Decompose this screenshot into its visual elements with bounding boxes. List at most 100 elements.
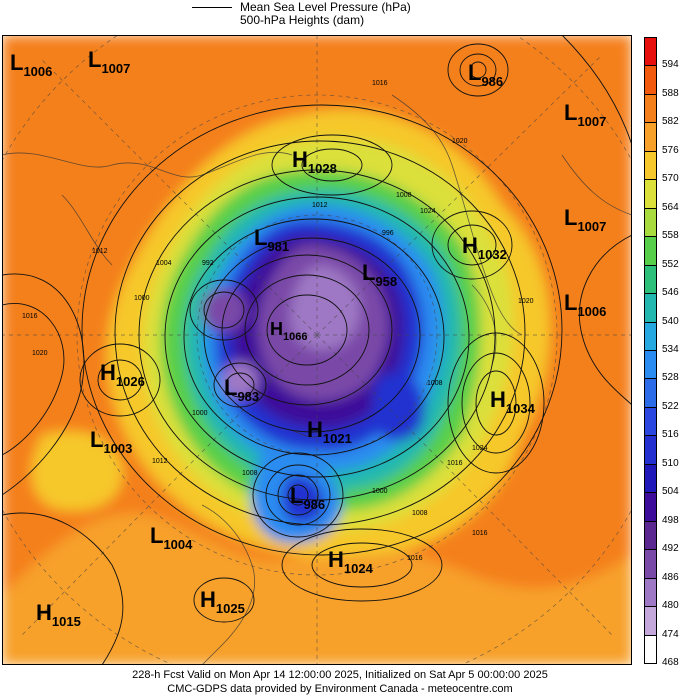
colorbar-swatch bbox=[644, 406, 657, 437]
pressure-center-low: L1004 bbox=[150, 523, 193, 552]
pressure-center-high: H1024 bbox=[328, 547, 374, 576]
colorbar-tick-label: 576 bbox=[662, 144, 679, 156]
isobar-label: 1020 bbox=[518, 298, 534, 305]
isobar-label: 1000 bbox=[192, 410, 208, 417]
colorbar-swatch bbox=[644, 122, 657, 152]
isobar-label: 1016 bbox=[22, 313, 38, 320]
isobar-label: 1012 bbox=[92, 248, 108, 255]
isobar-label: 1004 bbox=[156, 260, 172, 267]
isobar-label: 1012 bbox=[312, 202, 328, 209]
isobar-label: 1012 bbox=[152, 458, 168, 465]
isobar-label: 1008 bbox=[242, 470, 258, 477]
colorbar-swatch bbox=[644, 37, 657, 67]
colorbar-swatch bbox=[644, 350, 657, 380]
isobar-label: 1016 bbox=[472, 530, 488, 537]
colorbar-tick-label: 588 bbox=[662, 87, 679, 99]
isobar-label: 1016 bbox=[447, 460, 463, 467]
legend-mslp-label: Mean Sea Level Pressure (hPa) bbox=[240, 0, 411, 14]
colorbar-tick-label: 510 bbox=[662, 457, 679, 469]
isobar-label: 1016 bbox=[372, 80, 388, 87]
colorbar-tick-label: 504 bbox=[662, 486, 679, 498]
pressure-center-high: H1066 bbox=[270, 319, 307, 343]
colorbar-tick-label: 468 bbox=[662, 657, 679, 668]
colorbar-tick-label: 534 bbox=[662, 344, 679, 355]
colorbar-tick-label: 552 bbox=[662, 258, 679, 270]
pressure-center-high: H1021 bbox=[307, 417, 352, 446]
pressure-center-high: H1015 bbox=[36, 600, 81, 629]
legend-heights-label: 500-hPa Heights (dam) bbox=[240, 13, 365, 27]
colorbar-tick-label: 516 bbox=[662, 429, 679, 441]
pressure-center-high: H1032 bbox=[462, 233, 507, 262]
colorbar-tick-label: 498 bbox=[662, 514, 679, 526]
colorbar-swatch bbox=[644, 179, 657, 209]
colorbar-swatch bbox=[644, 65, 657, 95]
colorbar-swatch bbox=[644, 264, 657, 295]
colorbar-swatch bbox=[644, 435, 657, 465]
pressure-center-low: L1007 bbox=[564, 100, 606, 129]
colorbar-swatch bbox=[644, 463, 657, 494]
colorbar-swatch bbox=[644, 150, 657, 181]
colorbar-tick-label: 540 bbox=[662, 315, 679, 327]
colorbar-tick-label: 528 bbox=[662, 372, 679, 384]
500hpa-height-shading bbox=[2, 35, 632, 665]
colorbar-tick-label: 558 bbox=[662, 230, 679, 242]
colorbar-swatch bbox=[644, 520, 657, 551]
pressure-center-low: L1006 bbox=[10, 50, 52, 79]
pressure-centers: L1006 L1007 L986 L1007 H1028 L1007 H1032… bbox=[10, 47, 606, 629]
height-colorbar: 594 588 582 576 570 564 558 552 546 540 534 528 522 5… bbox=[640, 35, 680, 668]
map-frame bbox=[2, 35, 632, 665]
colorbar-tick-label: 564 bbox=[662, 201, 679, 213]
isobar-label: 1024 bbox=[420, 208, 436, 215]
pressure-center-low: L1007 bbox=[88, 47, 130, 76]
data-credit-text: CMC-GDPS data provided by Environment Ca… bbox=[167, 683, 513, 695]
isobar-value-labels: 1016 1012 1020 1024 1004 1000 992 996 10… bbox=[22, 80, 534, 562]
colorbar-swatch bbox=[644, 293, 657, 323]
colorbar-tick-label: 594 bbox=[662, 59, 679, 71]
colorbar-swatch bbox=[644, 93, 657, 124]
isobar-label: 1020 bbox=[452, 138, 468, 145]
colorbar-swatch bbox=[644, 236, 657, 266]
pressure-center-low: L958 bbox=[362, 260, 397, 289]
pressure-center-low: L983 bbox=[224, 375, 259, 404]
pressure-center-low: L1007 bbox=[564, 205, 606, 234]
colorbar-tick-label: 480 bbox=[662, 600, 679, 612]
isobar-label: 1008 bbox=[396, 192, 412, 199]
pressure-center-high: H1026 bbox=[100, 360, 145, 389]
pressure-center-low: L1003 bbox=[90, 427, 132, 456]
pressure-center-high: H1034 bbox=[490, 387, 536, 416]
colorbar-swatch bbox=[644, 207, 657, 238]
colorbar-tick-label: 522 bbox=[662, 400, 679, 412]
forecast-valid-text: 228-h Fcst Valid on Mon Apr 14 12:00:00 … bbox=[132, 669, 548, 681]
isobar-label: 1016 bbox=[407, 555, 423, 562]
colorbar-swatch bbox=[644, 634, 657, 664]
isobar-label: 992 bbox=[202, 260, 214, 267]
graticule bbox=[2, 35, 632, 665]
pressure-center-high: H1028 bbox=[292, 147, 337, 176]
pressure-center-high: H1025 bbox=[200, 587, 245, 616]
chart-header: Mean Sea Level Pressure (hPa) 500-hPa He… bbox=[0, 0, 680, 36]
colorbar-swatch bbox=[644, 606, 657, 636]
isobar-label: 1008 bbox=[427, 380, 443, 387]
colorbar-swatch bbox=[644, 577, 657, 608]
colorbar-tick-label: 546 bbox=[662, 287, 679, 299]
colorbar-tick-label: 582 bbox=[662, 116, 679, 128]
msl-pressure-legend-line bbox=[192, 7, 232, 8]
chart-footer: 228-h Fcst Valid on Mon Apr 14 12:00:00 … bbox=[0, 668, 680, 696]
isobars bbox=[2, 35, 632, 665]
pressure-center-low: L1006 bbox=[564, 290, 606, 319]
colorbar-tick-label: 570 bbox=[662, 173, 679, 185]
pressure-center-low: L986 bbox=[290, 483, 325, 512]
isobar-label: 1000 bbox=[134, 295, 150, 302]
colorbar-tick-label: 492 bbox=[662, 543, 679, 555]
isobar-label: 1024 bbox=[472, 445, 488, 452]
colorbar-swatch bbox=[644, 378, 657, 408]
colorbar-swatch bbox=[644, 492, 657, 522]
pressure-center-low: L981 bbox=[254, 225, 289, 254]
colorbar-tick-label: 474 bbox=[662, 628, 679, 640]
isobar-label: 1020 bbox=[32, 350, 48, 357]
coastlines bbox=[2, 94, 632, 665]
colorbar-tick-label: 486 bbox=[662, 571, 679, 583]
pressure-center-low: L986 bbox=[468, 60, 503, 89]
isobar-label: 1008 bbox=[412, 510, 428, 517]
colorbar-swatch bbox=[644, 321, 657, 351]
